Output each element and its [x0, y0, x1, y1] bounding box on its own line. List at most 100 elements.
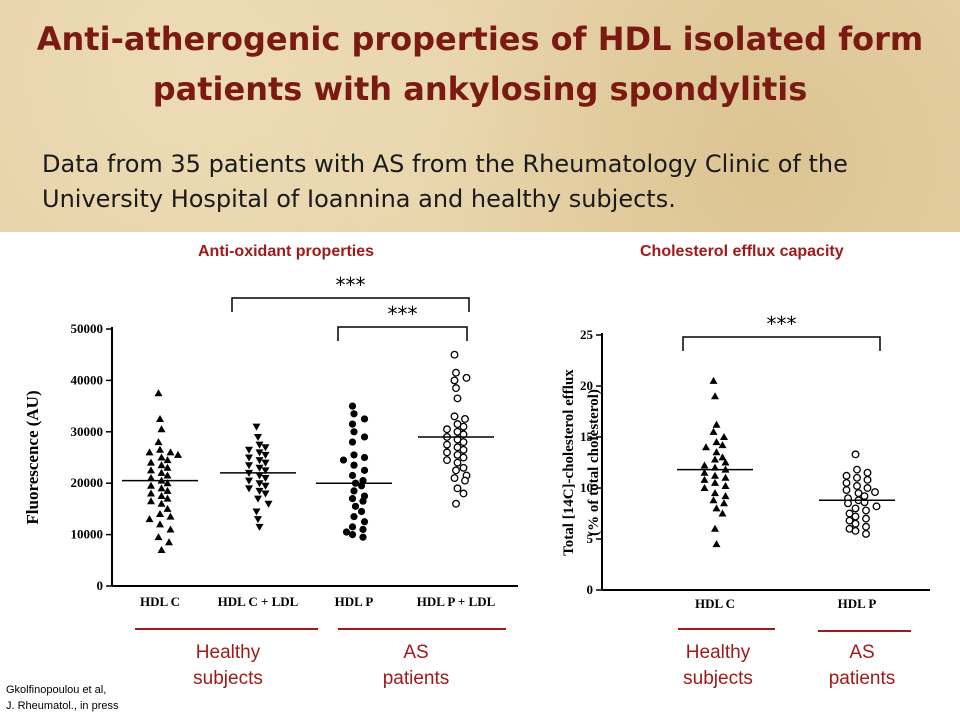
- data-point: [450, 412, 459, 421]
- slide-subtitle-line1: Data from 35 patients with AS from the R…: [42, 150, 848, 178]
- y-tick-label: 0: [97, 578, 104, 593]
- data-point: [156, 445, 164, 453]
- as-label-left: AS patients: [356, 640, 476, 692]
- data-point: [851, 450, 860, 459]
- significance-label: ***: [767, 312, 797, 336]
- data-point: [174, 450, 182, 458]
- data-point: [853, 473, 861, 482]
- citation-line1: Gkolfinopoulou et al,: [6, 684, 107, 696]
- data-point: [862, 506, 870, 515]
- data-point: [348, 495, 357, 503]
- data-point: [842, 471, 851, 480]
- data-point: [357, 507, 366, 516]
- data-point: [154, 389, 163, 397]
- data-point: [461, 476, 469, 485]
- data-point: [145, 515, 154, 523]
- data-point: [853, 465, 861, 474]
- data-point: [255, 449, 264, 457]
- y-tick-label: 0: [587, 582, 594, 597]
- data-point: [452, 466, 460, 475]
- data-point: [147, 458, 155, 466]
- data-point: [163, 479, 172, 487]
- data-point: [163, 504, 172, 512]
- antioxidant-chart-title: Anti-oxidant properties: [198, 243, 375, 260]
- data-point: [871, 488, 879, 497]
- data-point: [245, 446, 253, 454]
- data-point: [261, 467, 270, 475]
- data-point: [851, 526, 860, 535]
- title-banner: [0, 0, 960, 232]
- data-point: [350, 487, 358, 495]
- significance-bracket: [231, 297, 470, 312]
- significance-bracket: [682, 336, 881, 351]
- data-point: [453, 394, 462, 403]
- data-point: [712, 448, 721, 456]
- data-point: [700, 475, 709, 483]
- data-point: [711, 489, 719, 497]
- data-point: [350, 513, 358, 521]
- data-point: [156, 510, 164, 518]
- as-label-line2: patients: [382, 668, 450, 689]
- data-point: [264, 500, 273, 508]
- data-point: [462, 373, 471, 382]
- as-label-right: AS patients: [802, 640, 922, 692]
- data-point: [721, 473, 730, 481]
- significance-bracket: [337, 326, 468, 341]
- data-point: [350, 428, 358, 436]
- y-tick-label: 20000: [71, 475, 104, 490]
- data-point: [157, 546, 166, 554]
- data-point: [718, 453, 727, 461]
- y-tick-label: 30000: [71, 424, 104, 439]
- data-point: [360, 433, 369, 441]
- data-point: [254, 433, 262, 441]
- data-point: [166, 512, 175, 520]
- data-point: [348, 402, 357, 410]
- healthy-label-left: Healthy subjects: [168, 640, 288, 692]
- data-point: [711, 455, 719, 463]
- data-point: [709, 376, 718, 384]
- data-point: [450, 474, 459, 483]
- data-point: [872, 502, 881, 511]
- healthy-group-line-left: [135, 628, 318, 630]
- healthy-label-right: Healthy subjects: [658, 640, 778, 692]
- data-point: [452, 384, 460, 393]
- data-point: [450, 350, 459, 359]
- data-point: [842, 486, 851, 494]
- data-point: [459, 463, 468, 472]
- data-point: [254, 495, 262, 503]
- data-point: [245, 454, 253, 462]
- data-point: [154, 533, 163, 541]
- data-point: [156, 520, 164, 528]
- data-point: [157, 461, 166, 469]
- x-category-label: HDL P + LDL: [417, 594, 496, 609]
- data-point: [720, 499, 728, 507]
- data-point: [255, 464, 264, 472]
- as-group-line-right: [818, 630, 911, 632]
- data-point: [711, 524, 719, 532]
- data-point: [261, 451, 270, 459]
- data-point: [459, 438, 468, 447]
- data-point: [360, 466, 369, 474]
- data-point: [459, 489, 468, 498]
- data-point: [443, 448, 451, 457]
- data-point: [166, 448, 175, 456]
- data-point: [163, 456, 172, 464]
- data-point: [360, 518, 369, 526]
- data-point: [163, 463, 172, 471]
- significance-label: ***: [388, 302, 418, 326]
- as-group-line-left: [338, 628, 506, 630]
- x-category-label: HDL P: [838, 596, 877, 611]
- data-point: [709, 427, 718, 435]
- data-point: [154, 438, 163, 446]
- data-point: [721, 492, 730, 500]
- data-point: [351, 502, 360, 510]
- y-tick-label: 10000: [71, 527, 104, 542]
- data-point: [255, 487, 264, 495]
- significance-label: ***: [336, 273, 366, 297]
- as-label-line1: AS: [403, 642, 429, 663]
- data-point: [261, 444, 270, 452]
- data-point: [157, 425, 166, 433]
- data-point: [443, 456, 451, 465]
- data-point: [720, 433, 728, 440]
